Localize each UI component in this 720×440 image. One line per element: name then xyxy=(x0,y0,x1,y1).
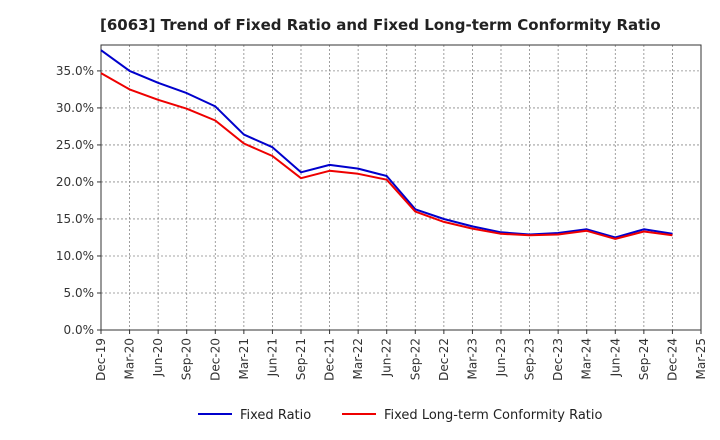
y-tick-label: 35.0% xyxy=(56,64,94,78)
x-tick-label: Dec-21 xyxy=(323,338,337,381)
x-tick-label: Sep-24 xyxy=(637,338,651,380)
x-tick-label: Mar-22 xyxy=(351,338,365,379)
x-tick-label: Jun-20 xyxy=(151,338,165,377)
chart-title: [6063] Trend of Fixed Ratio and Fixed Lo… xyxy=(100,16,661,34)
y-tick-label: 5.0% xyxy=(64,286,95,300)
x-axis: Dec-19 Mar-20 Jun-20 Sep-20 Dec-20 Mar-21 Jun-… xyxy=(94,330,708,381)
y-tick-label: 30.0% xyxy=(56,101,94,115)
x-tick-label: Sep-22 xyxy=(408,338,422,380)
x-tick-label: Mar-21 xyxy=(237,338,251,379)
x-tick-label: Jun-23 xyxy=(494,338,508,377)
x-tick-label: Mar-25 xyxy=(694,338,708,379)
x-tick-label: Sep-21 xyxy=(294,338,308,380)
x-tick-label: Jun-24 xyxy=(608,338,622,377)
x-tick-label: Dec-19 xyxy=(94,338,108,381)
y-tick-label: 25.0% xyxy=(56,138,94,152)
y-tick-label: 0.0% xyxy=(64,323,95,337)
y-axis: 0.0% 5.0% 10.0% 15.0% 20.0% 25.0% 30.0% 35.0% xyxy=(56,64,101,337)
legend-label-fixed-ratio: Fixed Ratio xyxy=(240,408,311,423)
x-tick-label: Mar-24 xyxy=(580,338,594,379)
series-lines xyxy=(100,49,673,240)
series-line-fixed-long-term-conformity-ratio xyxy=(100,72,673,240)
series-line-fixed-ratio xyxy=(100,49,673,239)
x-tick-label: Jun-22 xyxy=(380,338,394,377)
x-tick-label: Sep-20 xyxy=(180,338,194,380)
x-tick-label: Dec-22 xyxy=(437,338,451,381)
x-tick-label: Mar-20 xyxy=(123,338,137,379)
grid xyxy=(101,45,701,330)
x-tick-label: Dec-24 xyxy=(665,338,679,381)
y-tick-label: 10.0% xyxy=(56,249,94,263)
x-tick-label: Sep-23 xyxy=(523,338,537,380)
y-tick-label: 15.0% xyxy=(56,212,94,226)
x-tick-label: Dec-20 xyxy=(208,338,222,381)
x-tick-label: Mar-23 xyxy=(465,338,479,379)
y-tick-label: 20.0% xyxy=(56,175,94,189)
plot-area xyxy=(100,44,702,331)
x-tick-label: Jun-21 xyxy=(265,338,279,377)
legend-label-fixed-long-term-conformity-ratio: Fixed Long-term Conformity Ratio xyxy=(384,408,603,423)
x-tick-label: Dec-23 xyxy=(551,338,565,381)
legend: Fixed Ratio Fixed Long-term Conformity R… xyxy=(198,408,603,423)
